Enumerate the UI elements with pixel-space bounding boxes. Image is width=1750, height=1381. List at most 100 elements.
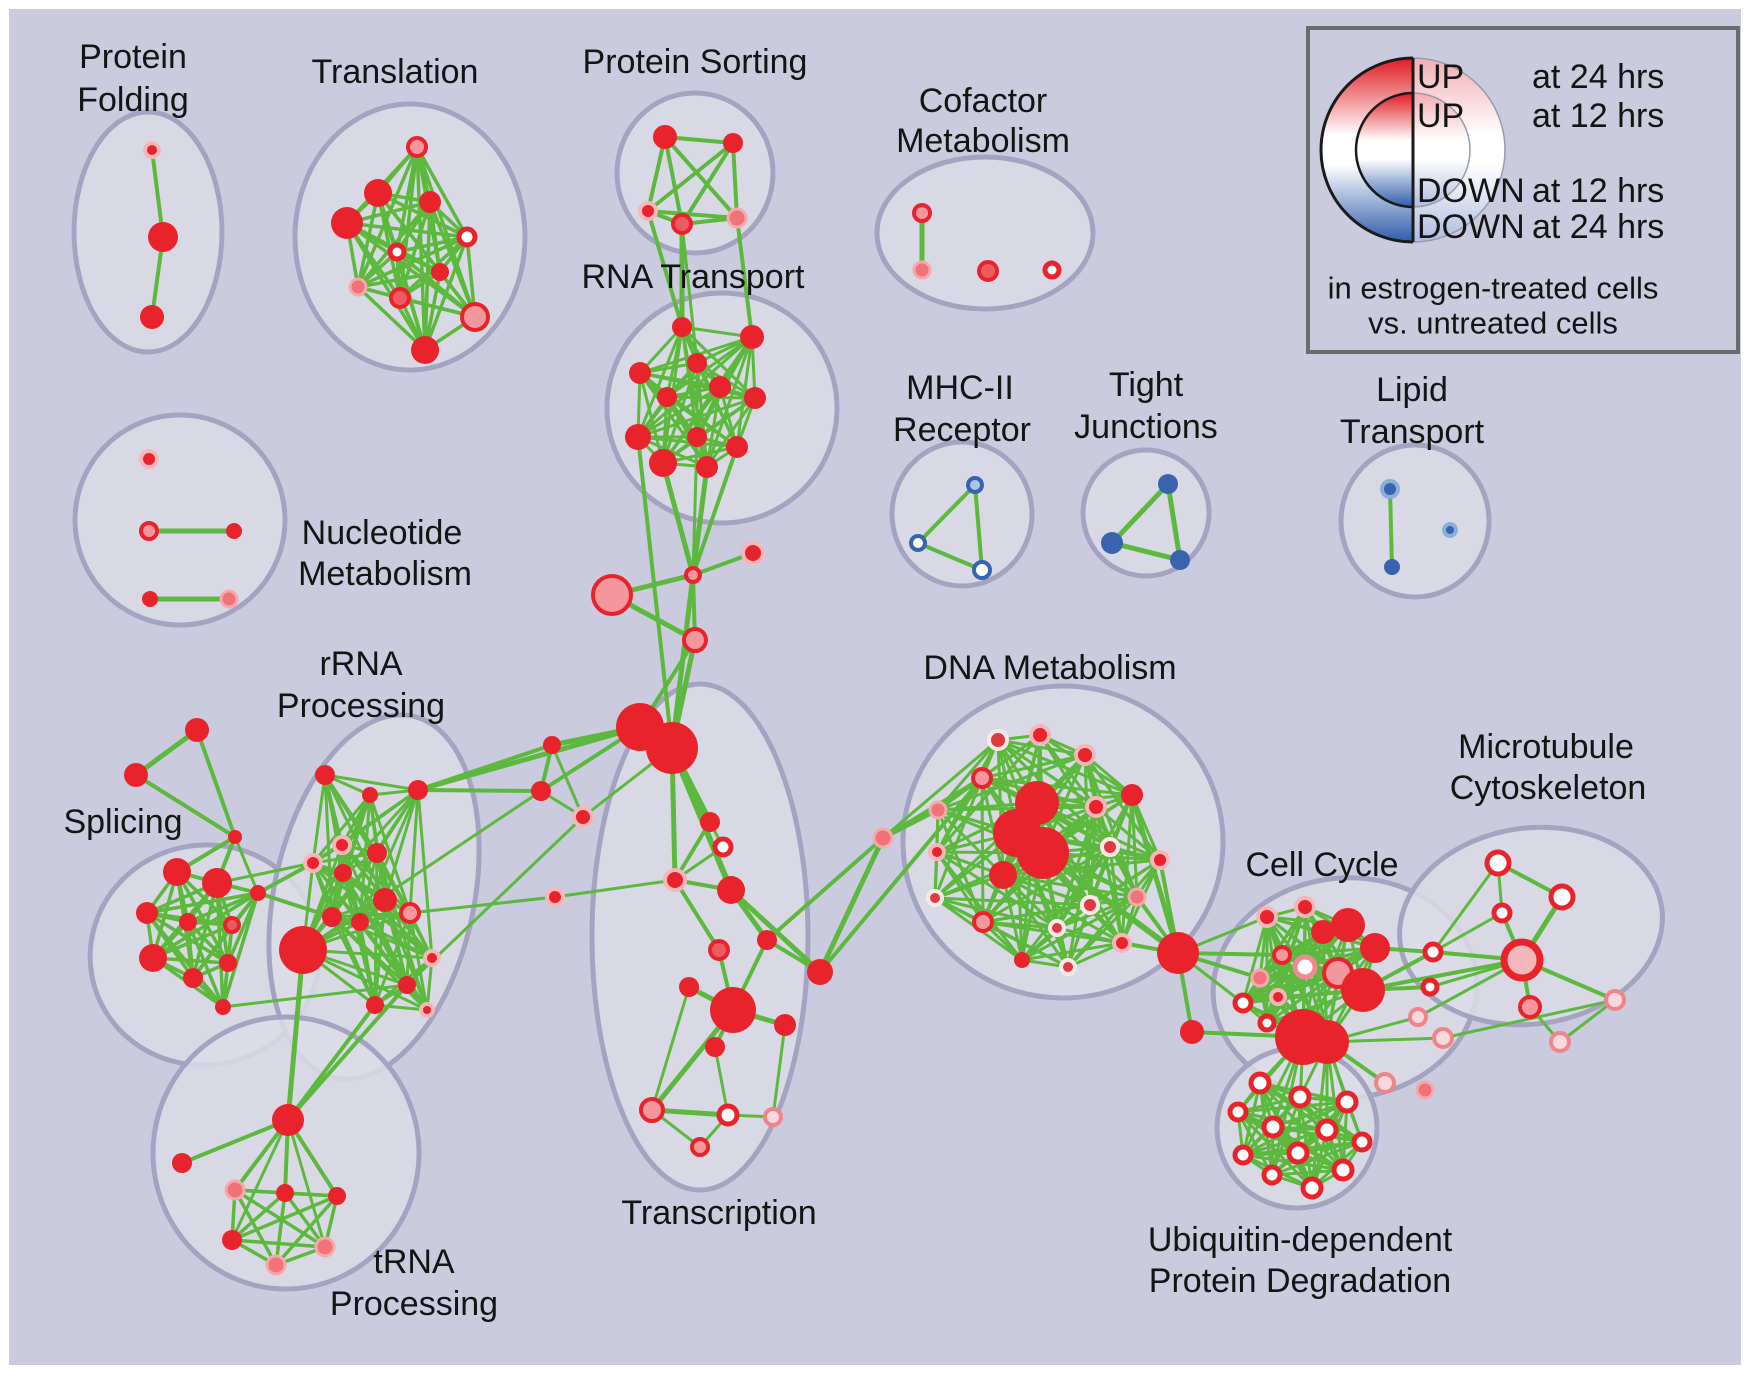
- network-edge: [1241, 915, 1269, 1005]
- network-node: [1261, 1164, 1283, 1186]
- network-edge: [311, 773, 327, 865]
- network-edge: [415, 145, 469, 239]
- cluster-label: Microtubule: [1458, 728, 1634, 766]
- network-node: [977, 260, 999, 282]
- network-node: [1059, 958, 1077, 976]
- network-edge: [1431, 861, 1500, 954]
- network-edge: [765, 836, 885, 942]
- network-node: [139, 449, 159, 469]
- network-node: [314, 1236, 336, 1258]
- network-node: [322, 907, 342, 927]
- network-edge: [665, 335, 754, 399]
- network-edge: [1265, 930, 1325, 1025]
- legend-entry-direction: DOWN: [1417, 172, 1525, 210]
- network-node: [1432, 1027, 1454, 1049]
- network-node: [545, 887, 565, 907]
- network-edge: [274, 1194, 339, 1267]
- network-node: [398, 976, 416, 994]
- network-edge: [233, 835, 260, 895]
- network-node: [1272, 945, 1292, 965]
- cluster-label: Transcription: [621, 1194, 816, 1232]
- network-node: [744, 387, 766, 409]
- network-edge: [133, 727, 200, 778]
- network-node: [716, 1103, 740, 1127]
- network-edge: [416, 788, 543, 793]
- network-edge: [230, 1191, 287, 1242]
- network-node: [1042, 260, 1062, 280]
- network-node: [143, 141, 161, 159]
- network-edge: [1066, 805, 1098, 969]
- network-node: [700, 812, 720, 832]
- network-node: [456, 226, 478, 248]
- network-edge: [916, 541, 984, 572]
- network-node: [1415, 1080, 1435, 1100]
- network-edge: [1241, 930, 1325, 1005]
- cluster-label: Protein Sorting: [583, 43, 808, 81]
- network-node: [1380, 479, 1400, 499]
- cluster-label: Folding: [77, 81, 189, 119]
- network-node: [708, 939, 730, 961]
- network-node: [1085, 796, 1107, 818]
- network-node: [223, 916, 241, 934]
- network-edge: [1038, 733, 1112, 849]
- network-edge: [428, 200, 442, 274]
- network-node: [215, 999, 231, 1015]
- network-edge: [1310, 1040, 1329, 1190]
- network-edge: [636, 335, 754, 439]
- network-edge: [416, 788, 434, 960]
- network-node: [1548, 883, 1576, 911]
- network-node: [726, 436, 748, 458]
- network-node: [682, 627, 708, 653]
- network-node: [202, 868, 232, 898]
- network-edge: [673, 878, 721, 952]
- network-node: [679, 977, 699, 997]
- cluster-label: Cell Cycle: [1245, 846, 1398, 884]
- cluster-ellipse: [874, 154, 1096, 312]
- cluster-label: Lipid: [1376, 371, 1448, 409]
- network-node: [331, 207, 363, 239]
- network-node: [219, 589, 239, 609]
- network-node: [303, 853, 323, 873]
- network-node: [373, 888, 397, 912]
- network-node: [1286, 1141, 1310, 1165]
- network-node: [1257, 1013, 1277, 1033]
- network-edge: [1361, 958, 1524, 992]
- network-edge: [408, 895, 557, 915]
- network-node: [1484, 849, 1512, 877]
- network-edge: [646, 209, 684, 329]
- network-edge: [933, 776, 984, 900]
- cluster-label: Junctions: [1074, 408, 1218, 446]
- network-edge: [661, 385, 722, 465]
- network-node: [139, 944, 167, 972]
- network-node: [136, 902, 158, 924]
- network-nodes: [124, 125, 1626, 1276]
- cluster-label: Cytoskeleton: [1450, 769, 1647, 807]
- network-edge: [1431, 911, 1504, 954]
- network-edge: [935, 850, 1024, 962]
- network-node: [989, 861, 1017, 889]
- network-node: [228, 830, 242, 844]
- network-node: [1248, 1071, 1272, 1095]
- network-edge: [690, 464, 710, 578]
- network-node: [348, 277, 368, 297]
- cluster-ellipse: [1338, 442, 1492, 600]
- network-edge: [1165, 481, 1183, 563]
- network-node: [1374, 1072, 1396, 1094]
- network-edge: [283, 1191, 327, 1249]
- network-edge: [1129, 792, 1181, 956]
- network-node: [763, 1107, 783, 1127]
- network-edge: [230, 1238, 327, 1249]
- network-node: [712, 836, 734, 858]
- network-node: [649, 449, 677, 477]
- network-node: [423, 949, 441, 967]
- network-node: [460, 302, 490, 332]
- network-node: [1080, 895, 1100, 915]
- network-edge: [933, 896, 1092, 907]
- network-node: [909, 534, 927, 552]
- network-node: [1127, 887, 1147, 907]
- network-node: [912, 203, 932, 223]
- network-node: [591, 574, 633, 616]
- network-node: [332, 835, 352, 855]
- network-edge: [356, 285, 427, 352]
